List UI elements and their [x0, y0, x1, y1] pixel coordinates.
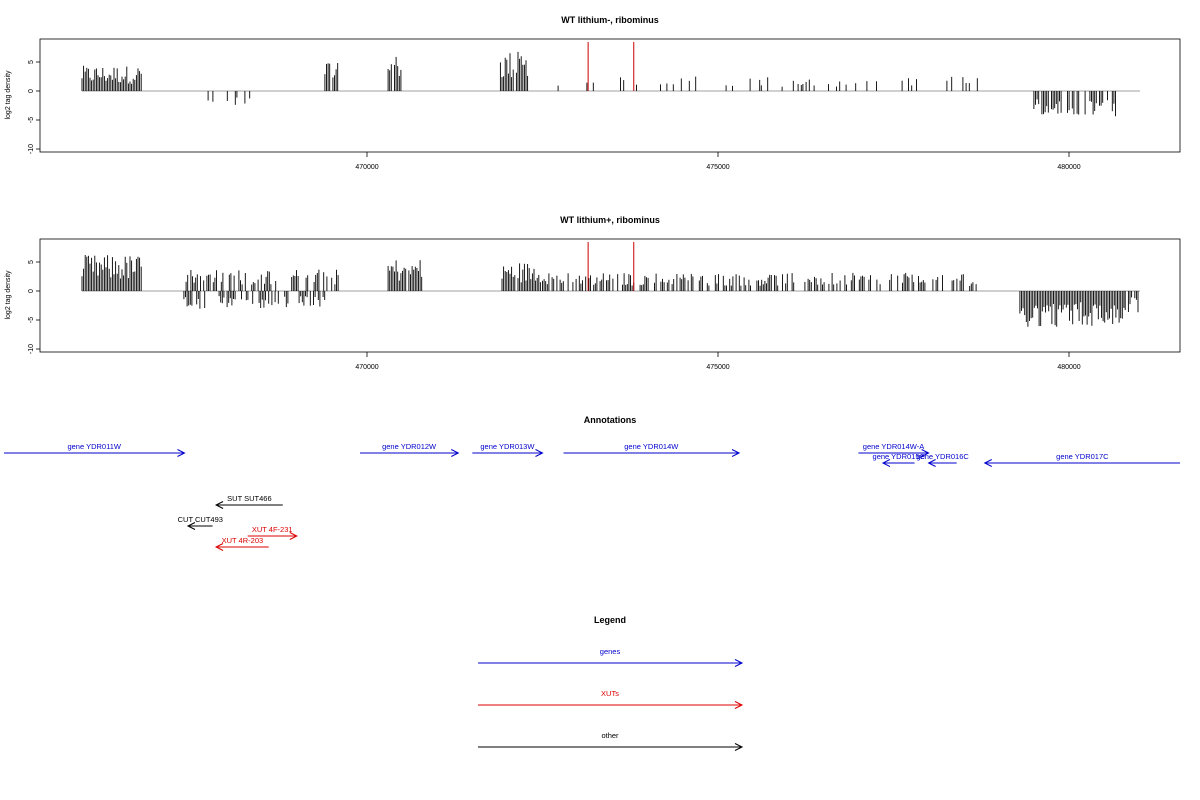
annotation-arrow: gene YDR012W — [359, 442, 460, 457]
annotation-label: CUT CUT493 — [178, 515, 223, 524]
annotation-arrow: SUT SUT466 — [214, 494, 283, 509]
x-tick-label: 470000 — [355, 364, 378, 371]
legend-label: other — [601, 731, 619, 740]
annotation-label: gene YDR012W — [382, 442, 437, 451]
axes: -10 -5 0 5 470000 475000 480000 — [28, 260, 1081, 371]
legend: Legend genes XUTs other — [478, 615, 744, 751]
annotation-label: gene YDR016C — [916, 452, 969, 461]
annotations-track: Annotations gene YDR011W gene YDR012W gene… — [4, 415, 1180, 551]
density-bars — [81, 42, 1140, 117]
legend-label: genes — [600, 647, 621, 656]
annotation-label: gene YDR013W — [480, 442, 535, 451]
density-panel-lithium-plus: WT lithium+, ribominus log2 tag density … — [5, 215, 1181, 371]
legend-items: genes XUTs other — [478, 647, 744, 751]
annotation-label: gene YDR011W — [67, 442, 121, 451]
annotation-arrow: gene YDR013W — [472, 442, 544, 457]
annotation-arrow: gene YDR014W-A — [858, 442, 930, 457]
y-tick-label: -5 — [28, 317, 35, 323]
legend-arrow: other — [478, 731, 744, 751]
y-tick-label: -10 — [28, 344, 35, 354]
panel-title: WT lithium-, ribominus — [561, 15, 659, 25]
annotations-title: Annotations — [584, 415, 637, 425]
density-panel-lithium-minus: WT lithium-, ribominus log2 tag density … — [5, 15, 1181, 171]
annotation-label: gene YDR017C — [1056, 452, 1109, 461]
legend-title: Legend — [594, 615, 626, 625]
y-axis-label: log2 tag density — [5, 70, 12, 120]
legend-arrow: XUTs — [478, 689, 744, 709]
annotation-arrow: CUT CUT493 — [178, 515, 223, 530]
y-tick-label: 5 — [28, 60, 35, 64]
annotation-label: gene YDR014W-A — [863, 442, 924, 451]
x-tick-label: 480000 — [1057, 164, 1080, 171]
legend-arrow: genes — [478, 647, 744, 667]
legend-label: XUTs — [601, 689, 619, 698]
y-tick-label: -5 — [28, 117, 35, 123]
density-bars — [81, 242, 1140, 327]
annotation-label: gene YDR014W — [624, 442, 679, 451]
annotation-arrow: gene YDR016C — [916, 452, 969, 467]
plot-frame — [39, 38, 1181, 153]
annotation-label: XUT 4F-231 — [252, 525, 293, 534]
axes: -10 -5 0 5 470000 475000 480000 — [28, 60, 1081, 171]
y-tick-label: -10 — [28, 144, 35, 154]
panel-title: WT lithium+, ribominus — [560, 215, 660, 225]
y-axis-label: log2 tag density — [5, 270, 12, 320]
annotation-arrow: gene YDR017C — [983, 452, 1180, 467]
annotation-arrow: XUT 4F-231 — [247, 525, 298, 540]
annotation-arrow: gene YDR014W — [563, 442, 741, 457]
annotation-arrow: gene YDR015C — [873, 452, 926, 467]
annotation-items: gene YDR011W gene YDR012W gene YDR013W gene… — [4, 442, 1180, 551]
x-tick-label: 470000 — [355, 164, 378, 171]
annotation-arrow: gene YDR011W — [4, 442, 186, 457]
y-tick-label: 0 — [28, 89, 35, 93]
annotation-label: SUT SUT466 — [227, 494, 271, 503]
annotation-label: gene YDR015C — [873, 452, 926, 461]
y-tick-label: 5 — [28, 260, 35, 264]
plot-frame — [39, 238, 1181, 353]
annotation-label: XUT 4R-203 — [222, 536, 264, 545]
x-tick-label: 475000 — [706, 164, 729, 171]
annotation-arrow: XUT 4R-203 — [214, 536, 269, 551]
x-tick-label: 475000 — [706, 364, 729, 371]
x-tick-label: 480000 — [1057, 364, 1080, 371]
y-tick-label: 0 — [28, 289, 35, 293]
